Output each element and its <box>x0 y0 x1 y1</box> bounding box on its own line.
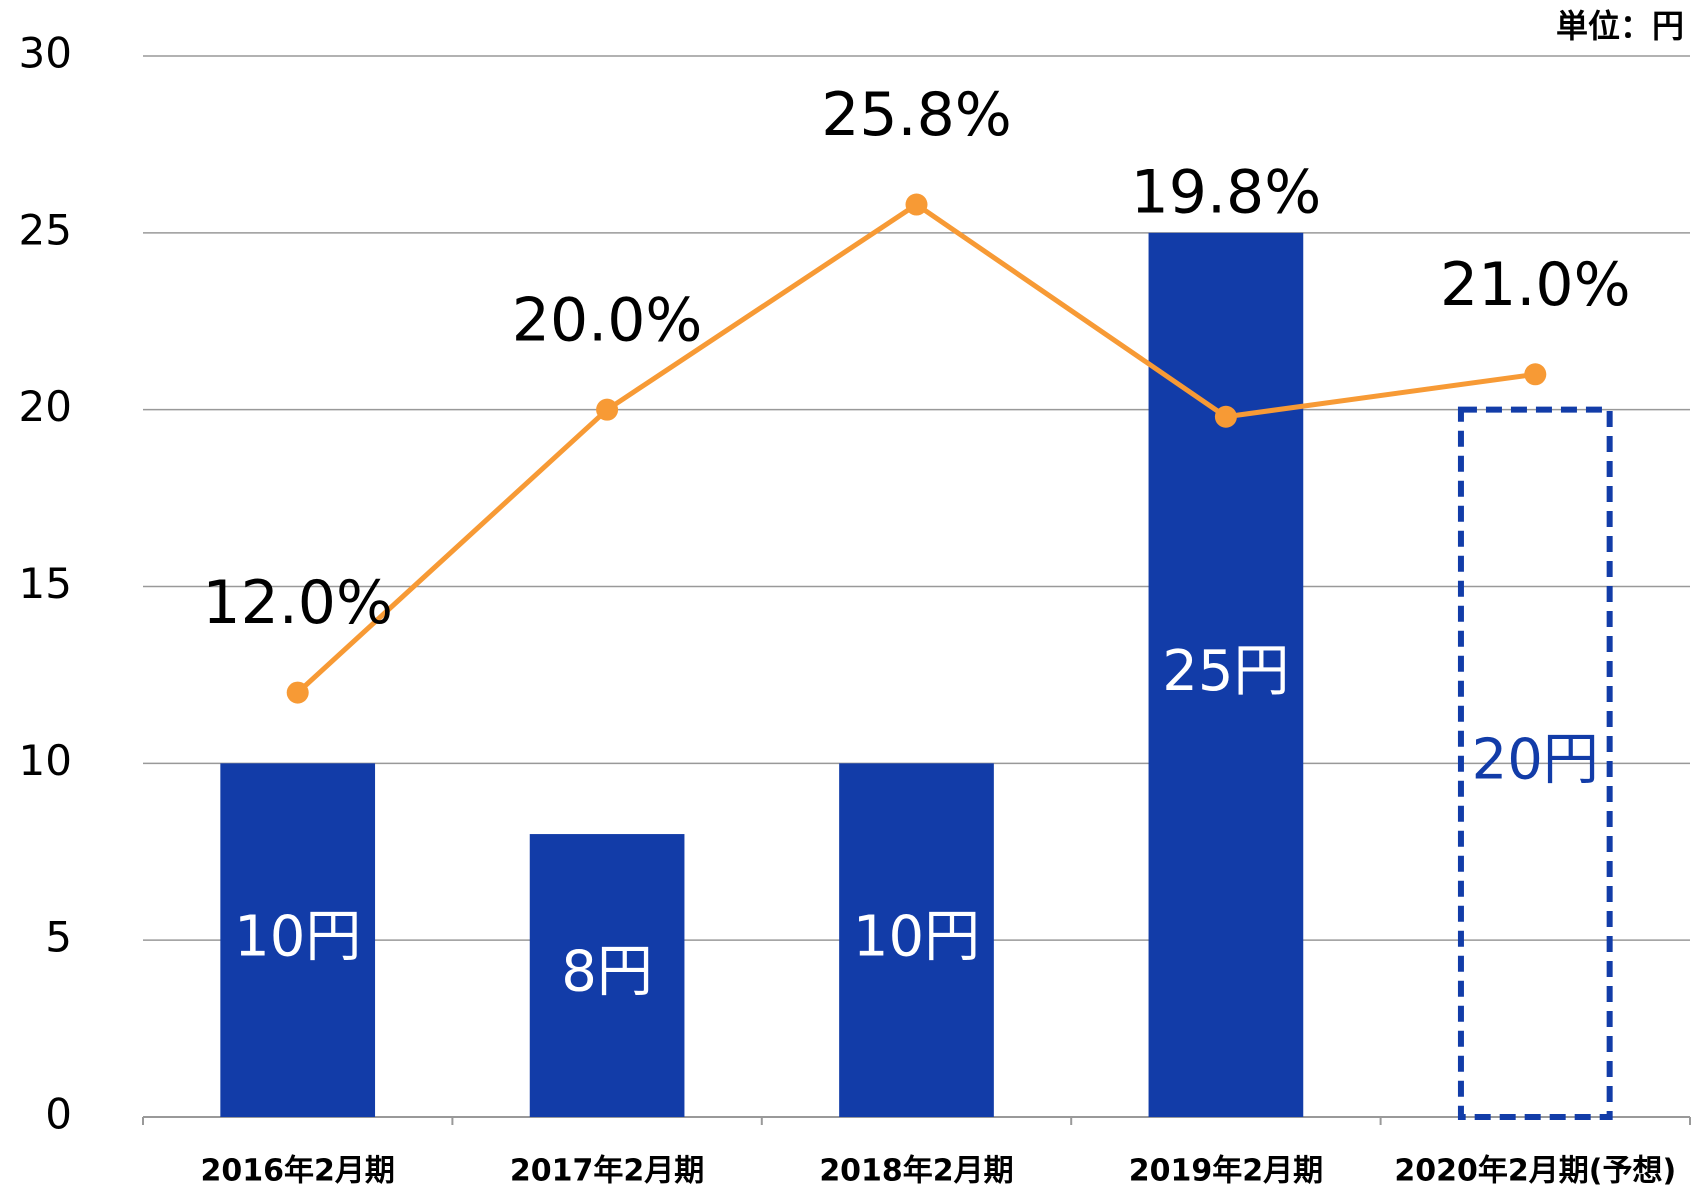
bar <box>220 763 376 1117</box>
line-value-label: 21.0% <box>1440 250 1631 320</box>
x-tick-label: 2020年2月期(予想) <box>1394 1154 1676 1189</box>
line-point <box>1524 363 1547 386</box>
line-value-label: 20.0% <box>512 285 703 355</box>
y-tick-label: 15 <box>19 559 72 608</box>
bar <box>529 834 685 1117</box>
line-value-label: 19.8% <box>1131 157 1322 227</box>
y-tick-label: 20 <box>19 382 72 431</box>
x-tick-label: 2018年2月期 <box>819 1154 1013 1189</box>
bar-value-label: 25円 <box>1162 639 1289 704</box>
y-tick-label: 0 <box>45 1090 72 1139</box>
y-tick-label: 25 <box>19 205 72 254</box>
line-value-label: 12.0% <box>202 568 393 638</box>
line-point <box>286 681 309 704</box>
bar <box>1457 406 1613 1120</box>
bar <box>839 763 994 1117</box>
bar-value-label: 20円 <box>1472 727 1599 792</box>
x-tick-label: 2017年2月期 <box>510 1154 704 1189</box>
unit-label: 単位：円 <box>1556 7 1684 45</box>
line-point <box>905 193 928 216</box>
bar-value-label: 8円 <box>561 940 653 1005</box>
line <box>296 201 1536 695</box>
bar-value-label: 10円 <box>234 904 361 969</box>
y-tick-label: 5 <box>45 913 72 962</box>
x-tick-label: 2019年2月期 <box>1129 1154 1323 1189</box>
line-point <box>1214 405 1237 428</box>
y-tick-label: 10 <box>19 736 72 785</box>
y-tick-label: 30 <box>19 29 72 78</box>
bar-value-label: 10円 <box>853 904 980 969</box>
x-tick-label: 2016年2月期 <box>201 1154 395 1189</box>
line-value-label: 25.8% <box>821 80 1012 150</box>
line-point <box>596 398 619 421</box>
